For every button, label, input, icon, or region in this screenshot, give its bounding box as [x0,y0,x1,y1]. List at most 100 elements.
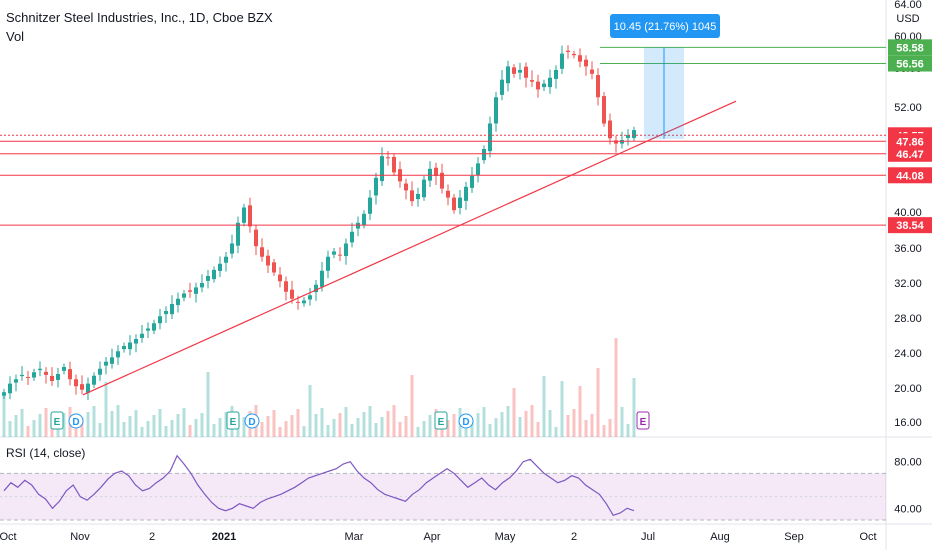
badge-letter: D [72,417,79,428]
volume-bar [470,419,474,437]
x-tick-label: 2 [571,531,577,543]
candle-body [188,290,192,292]
volume-bar [560,381,564,437]
candle-body [98,368,102,375]
candle-body [356,222,360,229]
dividend-badge [458,413,474,429]
candle-body [284,281,288,292]
x-tick-label: 2 [149,531,155,543]
volume-bar [128,416,132,437]
dividend-badge [68,413,84,429]
candle-body [632,130,636,139]
candle-body [218,263,222,271]
volume-bar [92,406,96,437]
rsi-band [0,473,886,520]
candle-body [44,371,48,375]
volume-bar [218,418,222,437]
candle-body [596,75,600,98]
volume-bar [620,407,624,437]
candle-body [134,339,138,344]
volume-bar [194,419,198,437]
volume-bar [44,408,48,437]
candle-body [92,375,96,385]
candle-body [176,298,180,306]
price-tag-label: 58.58 [896,42,924,54]
volume-bar [116,405,120,437]
candle-body [116,351,120,358]
rsi-title[interactable]: RSI (14, close) [6,446,86,460]
y-tick-label: 16.00 [894,417,922,429]
price-tag-label: 46.47 [896,149,924,161]
candle-body [326,256,330,271]
candle-body [32,372,36,378]
candle-body [548,77,552,88]
candle-body [260,247,264,257]
volume-bar [590,414,594,437]
price-tag-label: 38.54 [896,220,924,232]
candle-body [248,205,252,227]
candle-body [494,97,498,124]
volume-bar [140,427,144,437]
badge-letter: E [438,417,445,428]
candle-body [278,274,282,282]
volume-bar [350,424,354,437]
candle-body [26,376,30,378]
candle-body [104,361,108,366]
volume-bar [146,421,150,437]
candle-body [506,66,510,84]
candle-body [86,383,90,393]
volume-bar [8,421,12,437]
x-tick-label: May [495,531,516,543]
volume-bar [518,417,522,437]
badge-letter: E [54,417,61,428]
volume-bar [176,414,180,437]
price-tag [888,167,932,184]
volume-bar [170,420,174,437]
volume-bar [338,413,342,437]
rsi-pane[interactable] [0,438,886,524]
volume-bar [536,422,540,437]
candle-body [8,383,12,394]
symbol-title[interactable]: Schnitzer Steel Industries, Inc., 1D, Cb… [6,10,273,25]
candle-body [332,251,336,255]
volume-bar [290,415,294,437]
volume-bar [608,419,612,437]
volume-bar [158,409,162,437]
rsi-indicator: 80.00 40.00 [0,454,922,521]
volume-bar [584,420,588,437]
volume-bar [20,409,24,437]
candle-body [446,190,450,198]
volume-bar [428,415,432,437]
candle-body [110,357,114,364]
vol-label[interactable]: Vol [6,29,25,44]
volume-bar [602,425,606,437]
earnings-badge [50,411,64,430]
price-pane[interactable] [0,0,886,437]
candle-body [572,53,576,56]
y-tick-label: 64.00 [894,0,922,11]
candle-body [302,300,306,304]
volume-bar [374,423,378,437]
price-tag [888,217,932,234]
candle-body [602,96,606,124]
volume-bars [2,338,636,437]
badge-letter: E [230,417,237,428]
x-tick-label: Mar [345,531,364,543]
candle-body [242,207,246,223]
rsi-tick-label: 80.00 [894,457,922,469]
candle-body [74,379,78,387]
volume-bar [410,375,414,437]
volume-bar [386,411,390,437]
volume-bar [284,421,288,437]
volume-bar [404,416,408,437]
price-tag-label: 56.56 [896,59,924,71]
volume-bar [302,426,306,437]
candle-body [20,374,24,377]
volume-bar [104,382,108,437]
volume-bar [314,414,318,437]
volume-bar [392,405,396,437]
candle-body [542,83,546,88]
candle-body [410,190,414,202]
candle-body [560,53,564,69]
